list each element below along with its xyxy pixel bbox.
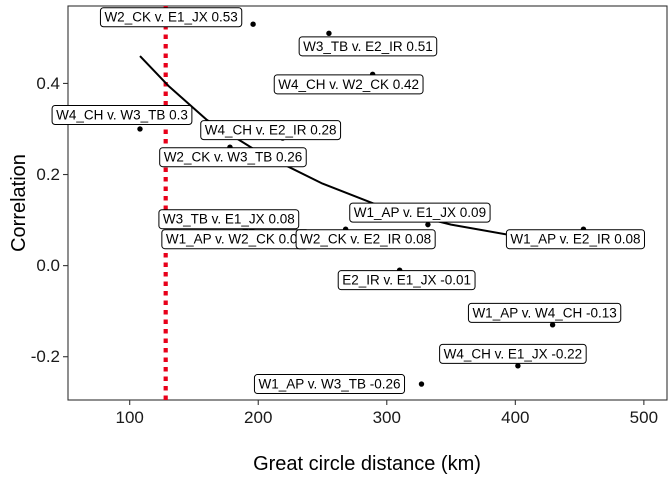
point-label-box [159, 147, 307, 168]
x-tick-label: 300 [373, 408, 401, 427]
point-label-box [349, 202, 491, 223]
point-label-text: E2_IR v. E1_JX -0.01 [342, 273, 471, 288]
point-label: W1_AP v. W4_CH -0.13 [467, 302, 622, 323]
point-label-text: W3_TB v. E2_IR 0.51 [303, 39, 433, 54]
point-label: W1_AP v. W2_CK 0.08 [161, 229, 310, 250]
point-label-box [295, 229, 436, 250]
data-point [418, 381, 425, 387]
point-label-box [51, 104, 193, 125]
data-point [326, 30, 332, 37]
point-label-text: W4_CH v. E2_IR 0.28 [205, 123, 337, 138]
y-axis-title: Correlation [8, 154, 30, 252]
point-label: W1_AP v. E1_JX 0.09 [349, 202, 491, 223]
data-point [425, 221, 431, 228]
y-axis: -0.2 0.0 0.2 0.4 [31, 74, 68, 366]
point-label-text: W2_CK v. E1_JX 0.53 [104, 10, 237, 25]
point-label: W4_CH v. W3_TB 0.3 [51, 104, 193, 125]
point-label-box [337, 270, 476, 291]
point-label-box [505, 229, 645, 250]
point-label-text: W1_AP v. W4_CH -0.13 [472, 305, 616, 320]
y-tick-label: 0.2 [36, 165, 60, 184]
y-tick-label: 0.0 [36, 256, 60, 275]
point-label-box [158, 209, 300, 230]
point-label-text: W2_CK v. W3_TB 0.26 [164, 150, 303, 165]
point-label: W3_TB v. E1_JX 0.08 [158, 209, 300, 230]
point-label-box [253, 374, 406, 395]
y-tick-label: -0.2 [31, 347, 60, 366]
point-label-text: W2_CK v. E2_IR 0.08 [300, 232, 431, 247]
y-tick-label: 0.4 [36, 74, 60, 93]
x-tick-label: 100 [116, 408, 144, 427]
point-label: W4_CH v. W2_CK 0.42 [273, 74, 424, 95]
point-label-box [439, 343, 587, 364]
point-label: W3_TB v. E2_IR 0.51 [298, 36, 438, 57]
x-axis-title: Great circle distance (km) [253, 453, 481, 475]
x-tick-label: 400 [501, 408, 529, 427]
point-labels-layer: W2_CK v. E1_JX 0.53 W3_TB v. E2_IR 0.51 W4… [51, 7, 645, 395]
data-point [515, 363, 521, 369]
point-label: W4_CH v. E2_IR 0.28 [200, 120, 342, 141]
point-label: E2_IR v. E1_JX -0.01 [337, 270, 476, 291]
data-point [250, 21, 256, 27]
data-point [137, 126, 143, 132]
x-tick-label: 500 [630, 408, 658, 427]
x-tick-label: 200 [244, 408, 272, 427]
point-label: W2_CK v. E2_IR 0.08 [295, 229, 436, 250]
point-label-box [298, 36, 438, 57]
point-label: W4_CH v. E1_JX -0.22 [439, 343, 587, 364]
point-label-text: W1_AP v. W2_CK 0.08 [166, 232, 305, 247]
point-label-text: W4_CH v. W2_CK 0.42 [278, 77, 419, 92]
point-label-text: W1_AP v. E2_IR 0.08 [510, 232, 640, 247]
point-label-text: W1_AP v. E1_JX 0.09 [354, 205, 486, 220]
trend-line-layer [139, 55, 555, 242]
trend-line [139, 55, 555, 242]
point-label-box [273, 74, 424, 95]
point-label-box [99, 7, 243, 28]
point-label-box [200, 120, 342, 141]
data-point [549, 322, 556, 328]
point-label-text: W1_AP v. W3_TB -0.26 [258, 377, 400, 392]
x-axis: 100 200 300 400 500 [116, 400, 658, 427]
point-label-text: W4_CH v. W3_TB 0.3 [56, 107, 188, 122]
point-label: W2_CK v. W3_TB 0.26 [159, 147, 307, 168]
point-label: W1_AP v. W3_TB -0.26 [253, 374, 406, 395]
point-label-text: W4_CH v. E1_JX -0.22 [444, 346, 583, 361]
point-label-text: W3_TB v. E1_JX 0.08 [163, 212, 295, 227]
point-label: W1_AP v. E2_IR 0.08 [505, 229, 645, 250]
point-label-box [467, 302, 622, 323]
point-label: W2_CK v. E1_JX 0.53 [99, 7, 243, 28]
